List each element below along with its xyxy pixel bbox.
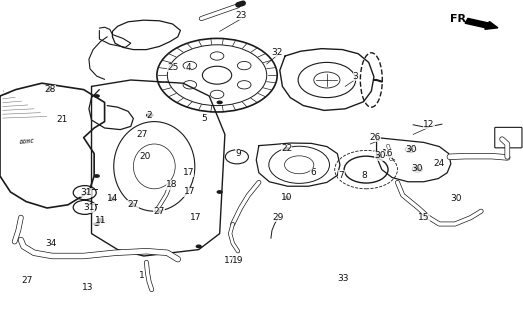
Text: 17: 17: [190, 213, 201, 222]
Text: 31: 31: [83, 204, 95, 212]
Text: 30: 30: [374, 151, 385, 160]
Text: 1: 1: [140, 271, 145, 280]
FancyArrow shape: [465, 18, 498, 29]
Text: 15: 15: [418, 213, 429, 222]
Circle shape: [130, 203, 136, 207]
Text: 31: 31: [81, 188, 92, 197]
Text: 24: 24: [434, 159, 445, 168]
Text: 25: 25: [167, 63, 178, 72]
Circle shape: [407, 148, 414, 151]
Text: 12: 12: [423, 120, 435, 129]
Text: 11: 11: [95, 216, 106, 225]
Text: 28: 28: [44, 85, 55, 94]
Text: 21: 21: [56, 116, 67, 124]
Circle shape: [196, 244, 202, 248]
Text: 32: 32: [271, 48, 283, 57]
Text: 2: 2: [147, 111, 152, 120]
Circle shape: [94, 222, 100, 226]
Text: 3: 3: [353, 72, 358, 81]
Text: 19: 19: [232, 256, 243, 265]
Text: 10: 10: [281, 193, 292, 202]
Text: 27: 27: [21, 276, 33, 285]
Circle shape: [283, 196, 290, 200]
Circle shape: [377, 154, 383, 158]
Text: 16: 16: [382, 149, 394, 158]
Text: 22: 22: [281, 144, 292, 153]
Circle shape: [156, 209, 162, 213]
Circle shape: [146, 113, 153, 117]
Text: 17: 17: [224, 256, 236, 265]
Text: 30: 30: [450, 194, 462, 203]
Text: 17: 17: [184, 188, 195, 196]
Text: 9: 9: [235, 149, 241, 158]
Text: 27: 27: [127, 200, 139, 209]
Text: 29: 29: [272, 213, 284, 222]
Text: 13: 13: [82, 283, 94, 292]
Circle shape: [94, 174, 100, 178]
Text: 33: 33: [337, 274, 349, 283]
Circle shape: [97, 218, 104, 222]
Text: 26: 26: [370, 133, 381, 142]
Circle shape: [283, 147, 290, 151]
Text: 17: 17: [183, 168, 194, 177]
Circle shape: [109, 197, 116, 201]
Text: 20: 20: [140, 152, 151, 161]
Circle shape: [217, 190, 223, 194]
Text: 18: 18: [166, 180, 177, 189]
Circle shape: [217, 100, 223, 104]
Circle shape: [47, 87, 53, 91]
Text: 5: 5: [201, 114, 207, 123]
Text: 14: 14: [107, 194, 118, 203]
Text: 8: 8: [362, 171, 367, 180]
Text: 27: 27: [137, 130, 148, 139]
Text: 6: 6: [310, 168, 315, 177]
Text: 7: 7: [339, 171, 344, 180]
Text: 30: 30: [412, 164, 423, 173]
Circle shape: [414, 167, 420, 171]
Text: DOHC: DOHC: [18, 139, 33, 145]
Text: 4: 4: [186, 63, 191, 72]
Text: FR.: FR.: [450, 14, 470, 24]
Text: 23: 23: [235, 11, 246, 20]
Circle shape: [94, 94, 100, 98]
Text: 30: 30: [405, 145, 416, 154]
Text: 27: 27: [153, 207, 165, 216]
Text: 34: 34: [46, 239, 57, 248]
